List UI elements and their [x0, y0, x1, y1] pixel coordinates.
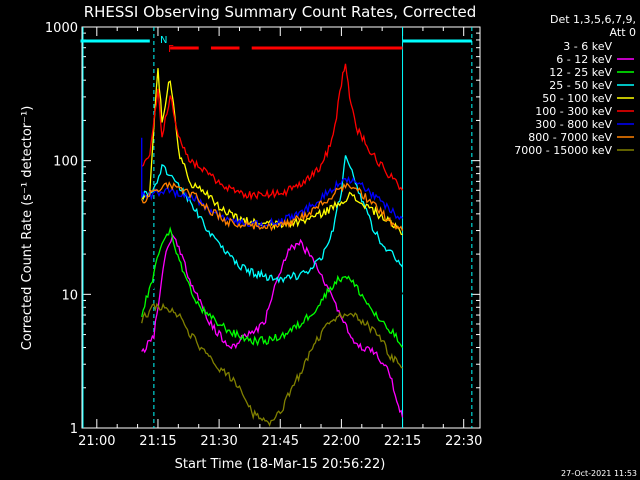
y-axis-label: Corrected Count Rate (s⁻¹ detector⁻¹)	[20, 106, 35, 351]
flag-label: F	[168, 44, 174, 55]
series-line	[141, 137, 403, 229]
legend-entry-label: 800 - 7000 keV	[528, 131, 612, 144]
legend-header-line: Att 0	[610, 26, 636, 39]
series-line	[141, 68, 403, 236]
plot-frame	[81, 26, 481, 429]
plot-marks: NF	[80, 27, 473, 428]
series-line	[141, 63, 404, 201]
legend-entry-label: 7000 - 15000 keV	[514, 144, 612, 157]
footer-date: 27-Oct-2021 11:53	[561, 469, 637, 478]
series-line	[141, 233, 404, 418]
flag-label: N	[160, 35, 167, 46]
legend-entry-label: 25 - 50 keV	[549, 79, 612, 92]
legend-entry-label: 12 - 25 keV	[549, 66, 612, 79]
x-axis-label: Start Time (18-Mar-15 20:56:22)	[175, 457, 386, 472]
x-tick-label: 21:00	[78, 434, 115, 449]
series-line	[141, 155, 404, 284]
legend-entry-label: 100 - 300 keV	[535, 105, 612, 118]
legend-entry-label: 50 - 100 keV	[542, 92, 612, 105]
series-line	[141, 181, 404, 232]
legend-entry-label: 3 - 6 keV	[563, 40, 612, 53]
series-line-black	[141, 213, 403, 295]
x-tick-label: 22:15	[384, 434, 421, 449]
series-line	[141, 302, 403, 427]
x-tick-label: 21:30	[200, 434, 237, 449]
x-tick-label: 22:30	[445, 434, 482, 449]
y-tick-label: 1000	[45, 21, 78, 36]
y-tick-label: 100	[53, 155, 78, 170]
legend-header-line: Det 1,3,5,6,7,9,	[550, 13, 636, 26]
y-tick-label: 10	[61, 288, 78, 303]
legend-entry-label: 6 - 12 keV	[556, 53, 612, 66]
y-tick-label: 1	[70, 422, 78, 437]
series-line	[141, 226, 404, 348]
x-tick-label: 21:45	[262, 434, 299, 449]
x-tick-label: 22:00	[323, 434, 360, 449]
plot-axes: 1 10 100 1000 21:00 21:15 21:30 21:45 22:00 22:15…	[45, 21, 483, 449]
chart-title: RHESSI Observing Summary Count Rates, Co…	[84, 3, 477, 21]
x-tick-label: 21:15	[139, 434, 176, 449]
legend-entry-label: 300 - 800 keV	[535, 118, 612, 131]
